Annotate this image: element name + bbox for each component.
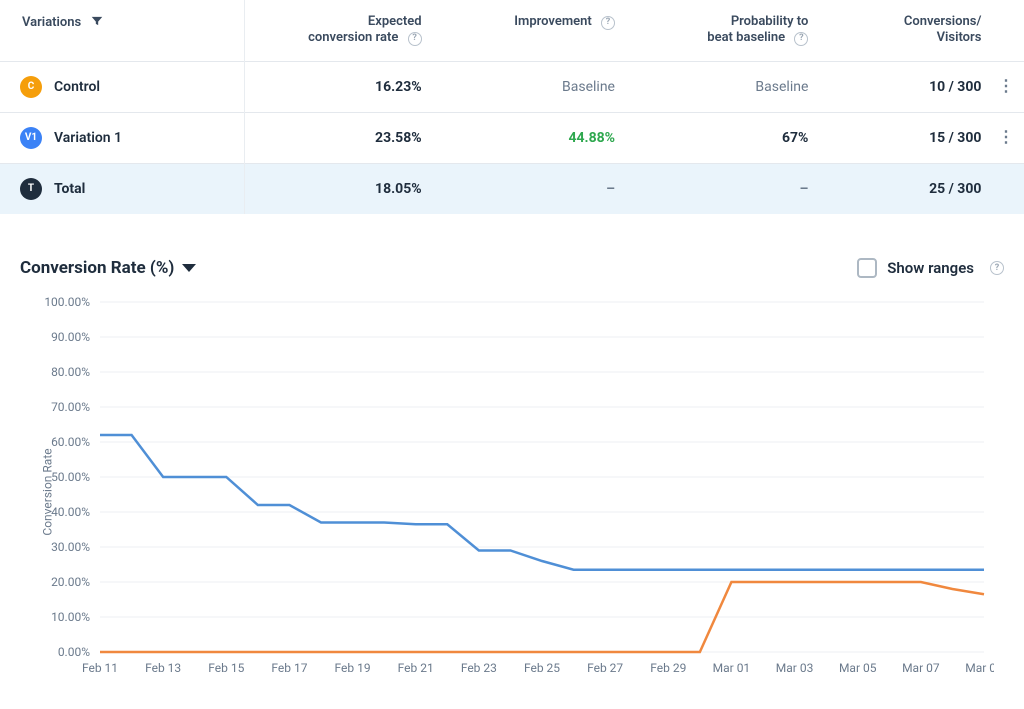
conversions-cell: 15 / 300 xyxy=(820,112,993,163)
svg-text:Feb 13: Feb 13 xyxy=(145,661,181,675)
svg-text:Feb 19: Feb 19 xyxy=(335,661,371,675)
svg-text:Mar 01: Mar 01 xyxy=(713,661,751,675)
help-icon[interactable]: ? xyxy=(794,32,808,46)
svg-text:Mar 03: Mar 03 xyxy=(776,661,814,675)
col-header-expected: Expected conversion rate ? xyxy=(244,0,433,61)
col-header-improvement: Improvement ? xyxy=(434,0,627,61)
line-chart-svg: 0.00% 10.00% 20.00% 30.00% 40.00% 50.00% 60.00… xyxy=(14,292,994,692)
variation-name: Variation 1 xyxy=(54,130,122,146)
table-header-row: Variations Expected conversion rate ? Im… xyxy=(0,0,1024,61)
help-icon[interactable]: ? xyxy=(601,16,615,30)
row-menu-cell: ⋮ xyxy=(993,112,1024,163)
variation-cell: V1 Variation 1 xyxy=(0,112,244,163)
svg-text:0.00%: 0.00% xyxy=(58,645,90,659)
chart-metric-dropdown[interactable]: Conversion Rate (%) xyxy=(20,258,196,278)
variation-name: Control xyxy=(54,79,100,95)
show-ranges-toggle[interactable]: Show ranges ? xyxy=(857,258,1004,278)
filter-icon[interactable] xyxy=(84,15,104,30)
col-header-variations[interactable]: Variations xyxy=(0,0,244,61)
col-header-probability: Probability to beat baseline ? xyxy=(627,0,820,61)
variation-badge: C xyxy=(20,76,42,98)
chart-title-label: Conversion Rate (%) xyxy=(20,258,174,278)
table-row: V1 Variation 1 23.58%44.88%67%15 / 300 ⋮ xyxy=(0,112,1024,163)
svg-text:40.00%: 40.00% xyxy=(51,505,90,519)
svg-text:Feb 25: Feb 25 xyxy=(524,661,560,675)
improvement-cell: – xyxy=(434,163,627,214)
variation-badge: T xyxy=(20,178,42,200)
svg-text:Feb 23: Feb 23 xyxy=(461,661,497,675)
svg-text:Mar 07: Mar 07 xyxy=(902,661,940,675)
svg-text:Feb 21: Feb 21 xyxy=(398,661,434,675)
svg-text:80.00%: 80.00% xyxy=(51,365,90,379)
table-row: TTotal18.05%––25 / 300 xyxy=(0,163,1024,214)
probability-cell: – xyxy=(627,163,820,214)
col-header-probability-label: Probability to beat baseline xyxy=(707,14,808,45)
svg-text:Feb 11: Feb 11 xyxy=(82,661,118,675)
col-header-conversions-label: Conversions/ Visitors xyxy=(904,14,982,45)
table-row: CControl16.23%BaselineBaseline10 / 300⋮ xyxy=(0,61,1024,112)
svg-text:60.00%: 60.00% xyxy=(51,435,90,449)
improvement-cell: 44.88% xyxy=(434,112,627,163)
variation-cell: T Total xyxy=(0,163,244,214)
col-header-variations-label: Variations xyxy=(22,15,81,30)
row-menu-cell xyxy=(993,163,1024,214)
y-axis-label: Conversion Rate xyxy=(41,448,55,535)
variation-badge: V1 xyxy=(20,127,42,149)
svg-text:Mar 09: Mar 09 xyxy=(965,661,994,675)
expected-rate-cell: 23.58% xyxy=(244,112,433,163)
conversions-cell: 25 / 300 xyxy=(820,163,993,214)
svg-text:50.00%: 50.00% xyxy=(51,470,90,484)
col-header-improvement-label: Improvement xyxy=(514,14,591,29)
col-header-conversions: Conversions/ Visitors xyxy=(820,0,993,61)
improvement-cell: Baseline xyxy=(434,61,627,112)
row-menu-icon[interactable]: ⋮ xyxy=(998,127,1014,146)
help-icon[interactable]: ? xyxy=(990,261,1004,275)
show-ranges-label: Show ranges xyxy=(887,259,974,277)
conversions-cell: 10 / 300 xyxy=(820,61,993,112)
chart-series xyxy=(100,435,984,570)
col-header-expected-label: Expected conversion rate xyxy=(308,14,421,45)
row-menu-icon[interactable]: ⋮ xyxy=(998,76,1014,95)
svg-text:Mar 05: Mar 05 xyxy=(839,661,877,675)
probability-cell: 67% xyxy=(627,112,820,163)
variations-table: Variations Expected conversion rate ? Im… xyxy=(0,0,1024,214)
chevron-down-icon xyxy=(182,264,196,272)
svg-text:Feb 27: Feb 27 xyxy=(587,661,623,675)
svg-text:10.00%: 10.00% xyxy=(51,610,90,624)
probability-cell: Baseline xyxy=(627,61,820,112)
svg-text:Feb 17: Feb 17 xyxy=(271,661,307,675)
svg-text:30.00%: 30.00% xyxy=(51,540,90,554)
expected-rate-cell: 16.23% xyxy=(244,61,433,112)
svg-text:90.00%: 90.00% xyxy=(51,330,90,344)
svg-text:70.00%: 70.00% xyxy=(51,400,90,414)
checkbox-icon[interactable] xyxy=(857,258,877,278)
svg-text:Feb 15: Feb 15 xyxy=(208,661,244,675)
variation-name: Total xyxy=(54,181,85,197)
svg-text:100.00%: 100.00% xyxy=(44,295,90,309)
svg-text:Feb 29: Feb 29 xyxy=(650,661,686,675)
help-icon[interactable]: ? xyxy=(408,32,422,46)
expected-rate-cell: 18.05% xyxy=(244,163,433,214)
conversion-rate-chart: Conversion Rate 0.00% 10.00% 20.00% 30.00% 4… xyxy=(0,284,1024,700)
chart-header: Conversion Rate (%) Show ranges ? xyxy=(0,214,1024,284)
svg-text:20.00%: 20.00% xyxy=(51,575,90,589)
row-menu-cell: ⋮ xyxy=(993,61,1024,112)
variation-cell: C Control xyxy=(0,61,244,112)
